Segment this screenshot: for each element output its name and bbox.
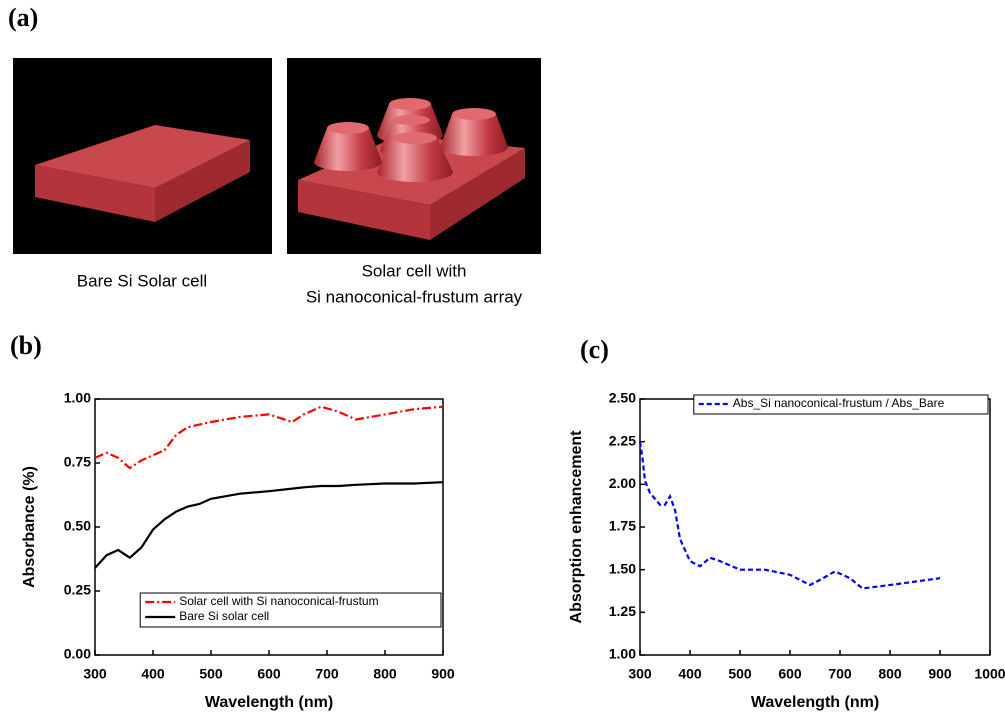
plot-frame	[640, 399, 990, 655]
x-tick-label: 1000	[974, 666, 1005, 682]
y-axis-title: Absorption enhancement	[568, 430, 585, 624]
y-axis-title: Absorbance (%)	[21, 466, 38, 588]
x-tick-label: 400	[141, 666, 165, 682]
legend: Abs_Si nanoconical-frustum / Abs_Bare	[694, 395, 988, 414]
y-tick-label: 1.00	[609, 646, 636, 662]
series-line	[640, 442, 940, 589]
panel-label: (b)	[10, 331, 42, 360]
x-tick-label: 300	[83, 666, 107, 682]
x-axis-title: Wavelength (nm)	[205, 694, 333, 711]
y-tick-label: 2.50	[609, 390, 636, 406]
y-tick-label: 1.50	[609, 560, 636, 576]
x-tick-label: 300	[628, 666, 652, 682]
series-line	[95, 482, 443, 568]
legend-label: Bare Si solar cell	[179, 609, 269, 623]
x-tick-label: 500	[199, 666, 223, 682]
y-tick-label: 1.25	[609, 603, 636, 619]
x-tick-label: 700	[315, 666, 339, 682]
panel-label: (a)	[8, 3, 38, 32]
y-tick-label: 0.00	[64, 646, 91, 662]
frustum-cell-image	[287, 58, 541, 254]
legend: Solar cell with Si nanoconical-frustumBa…	[140, 593, 441, 627]
bare-cell-image	[13, 58, 272, 254]
caption: Solar cell with	[362, 261, 467, 280]
x-tick-label: 700	[828, 666, 852, 682]
y-tick-label: 0.25	[64, 582, 91, 598]
caption: Bare Si Solar cell	[77, 271, 207, 290]
series-line	[95, 407, 443, 468]
legend-label: Abs_Si nanoconical-frustum / Abs_Bare	[733, 396, 945, 410]
caption: Si nanoconical-frustum array	[306, 287, 523, 306]
y-tick-label: 1.75	[609, 518, 636, 534]
x-tick-label: 900	[928, 666, 952, 682]
x-tick-label: 800	[373, 666, 397, 682]
x-tick-label: 400	[678, 666, 702, 682]
figure: (a) (b) (c) Bare Si Solar cell Solar cel…	[0, 0, 1005, 719]
y-tick-label: 0.50	[64, 518, 91, 534]
y-tick-label: 1.00	[64, 390, 91, 406]
y-tick-label: 2.25	[609, 432, 636, 448]
y-tick-label: 2.00	[609, 475, 636, 491]
x-tick-label: 600	[257, 666, 281, 682]
x-tick-label: 500	[728, 666, 752, 682]
x-tick-label: 600	[778, 666, 802, 682]
legend-label: Solar cell with Si nanoconical-frustum	[179, 594, 378, 608]
x-axis-title: Wavelength (nm)	[751, 694, 879, 711]
x-tick-label: 800	[878, 666, 902, 682]
panel-label: (c)	[580, 335, 609, 364]
x-tick-label: 900	[431, 666, 455, 682]
y-tick-label: 0.75	[64, 454, 91, 470]
